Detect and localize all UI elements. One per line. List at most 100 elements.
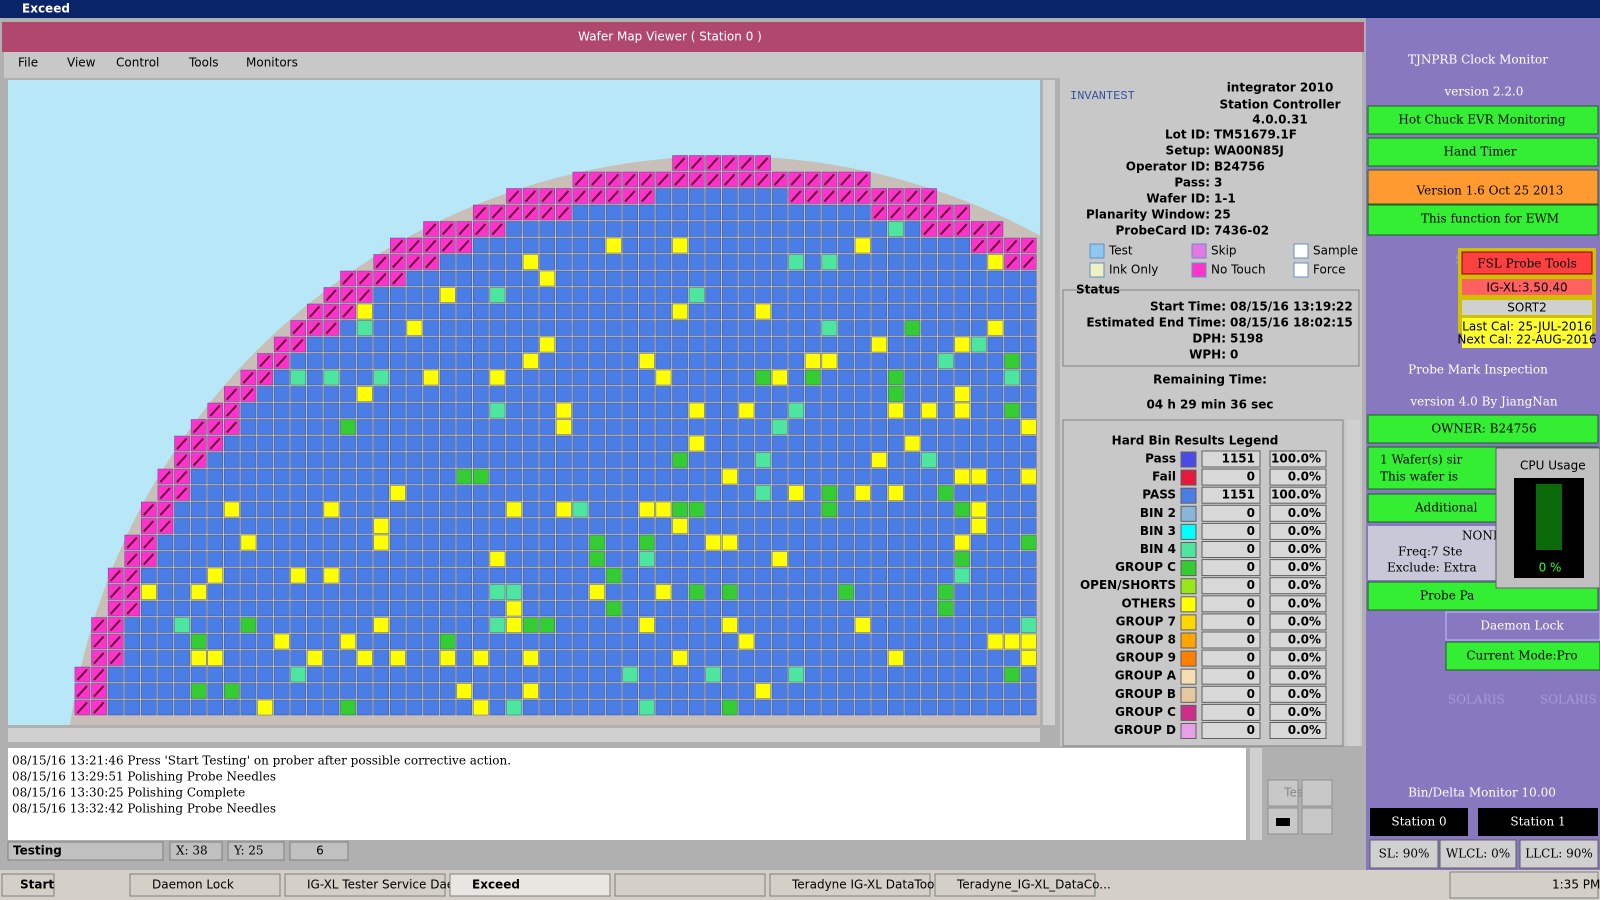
die bbox=[738, 551, 755, 567]
task-label[interactable]: Exceed bbox=[472, 878, 520, 892]
remaining-label: Remaining Time: bbox=[1153, 373, 1267, 387]
die bbox=[755, 270, 771, 287]
die bbox=[174, 650, 190, 666]
menu-item[interactable]: Tools bbox=[188, 56, 219, 70]
task-label[interactable]: Daemon Lock bbox=[152, 878, 234, 892]
die bbox=[705, 567, 722, 584]
die bbox=[605, 303, 622, 320]
start-button bbox=[1, 873, 55, 897]
die bbox=[971, 452, 987, 468]
die bbox=[871, 419, 888, 435]
die bbox=[672, 320, 688, 336]
die bbox=[240, 650, 257, 666]
die bbox=[954, 254, 971, 270]
die-slash bbox=[724, 173, 736, 186]
die bbox=[788, 683, 805, 699]
percent-box bbox=[1269, 541, 1327, 558]
die bbox=[788, 518, 805, 534]
die-slash bbox=[807, 173, 819, 186]
die bbox=[240, 699, 257, 716]
die bbox=[290, 353, 307, 369]
menu-item[interactable]: View bbox=[67, 56, 96, 70]
die bbox=[987, 699, 1004, 716]
die bbox=[1004, 584, 1020, 600]
die bbox=[489, 303, 506, 320]
die bbox=[871, 534, 888, 551]
test-button bbox=[1267, 779, 1299, 807]
die bbox=[672, 534, 688, 551]
die bbox=[805, 534, 821, 551]
die bbox=[456, 452, 473, 468]
die-slash bbox=[93, 635, 105, 648]
die bbox=[240, 633, 257, 650]
die bbox=[556, 336, 572, 353]
die bbox=[506, 600, 522, 617]
die bbox=[655, 419, 672, 435]
count-box bbox=[1201, 703, 1261, 721]
die bbox=[240, 468, 257, 485]
die-slash bbox=[541, 190, 553, 203]
legend-swatch bbox=[1293, 243, 1309, 259]
die bbox=[771, 221, 788, 237]
menu-item[interactable]: Monitors bbox=[246, 56, 298, 70]
die bbox=[605, 270, 622, 287]
die bbox=[921, 551, 937, 567]
fsl-sort bbox=[1462, 300, 1592, 315]
die bbox=[556, 468, 572, 485]
die bbox=[672, 336, 688, 353]
task-label[interactable]: Teradyne IG-XL DataToo... bbox=[791, 878, 946, 892]
die bbox=[838, 617, 854, 633]
die bbox=[971, 501, 987, 518]
die bbox=[539, 633, 556, 650]
die bbox=[672, 452, 688, 468]
die bbox=[722, 435, 738, 452]
die bbox=[672, 551, 688, 567]
menu-item[interactable]: File bbox=[18, 56, 38, 70]
die-slash bbox=[790, 173, 802, 186]
die bbox=[622, 534, 639, 551]
die bbox=[423, 303, 439, 320]
die bbox=[821, 336, 838, 353]
die bbox=[937, 534, 954, 551]
station-button bbox=[1478, 808, 1598, 836]
task-label[interactable]: IG-XL Tester Service Dae... bbox=[307, 878, 466, 892]
die bbox=[639, 468, 655, 485]
die bbox=[473, 567, 489, 584]
die bbox=[1020, 386, 1037, 402]
die bbox=[854, 336, 871, 353]
die bbox=[888, 534, 904, 551]
die bbox=[340, 567, 356, 584]
die bbox=[423, 633, 439, 650]
die bbox=[838, 237, 854, 254]
bin-swatch bbox=[1180, 487, 1197, 504]
die bbox=[788, 534, 805, 551]
die bbox=[439, 650, 456, 666]
die bbox=[340, 650, 356, 666]
die bbox=[290, 584, 307, 600]
die bbox=[987, 485, 1004, 501]
die bbox=[207, 699, 223, 716]
die bbox=[207, 666, 223, 683]
die bbox=[1020, 683, 1037, 699]
task-label[interactable]: Teradyne_IG-XL_DataCo... bbox=[956, 878, 1111, 892]
die bbox=[290, 666, 307, 683]
die bbox=[489, 501, 506, 518]
status-cell bbox=[227, 841, 285, 861]
die bbox=[821, 666, 838, 683]
die bbox=[622, 435, 639, 452]
die bbox=[971, 353, 987, 369]
bin-count: 0 bbox=[1247, 633, 1255, 647]
die bbox=[821, 600, 838, 617]
die bbox=[971, 633, 987, 650]
percent-box bbox=[1269, 722, 1327, 739]
menu-item[interactable]: Control bbox=[116, 56, 159, 70]
side-bar bbox=[1367, 414, 1599, 444]
die bbox=[838, 699, 854, 716]
field-label: Planarity Window: bbox=[1086, 208, 1210, 222]
start-label[interactable]: Start bbox=[20, 878, 54, 892]
die bbox=[273, 551, 290, 567]
die bbox=[224, 567, 240, 584]
die bbox=[1020, 485, 1037, 501]
die bbox=[805, 699, 821, 716]
die bbox=[904, 221, 921, 237]
